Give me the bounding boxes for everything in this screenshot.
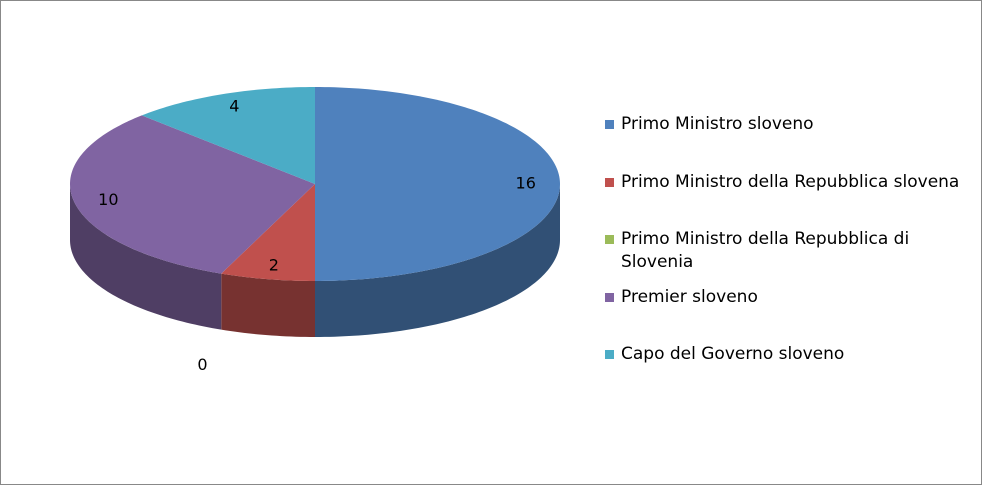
slice	[221, 184, 315, 281]
legend-label: Primo Ministro della Repubblica di Slove…	[621, 229, 910, 272]
legend-swatch	[605, 120, 614, 129]
legend-item: Primo Ministro sloveno	[605, 113, 975, 136]
legend-label: Primo Ministro della Repubblica slovena	[621, 172, 960, 192]
legend-item: Premier sloveno	[605, 286, 975, 309]
data-label: 4	[229, 96, 239, 115]
legend-swatch	[605, 350, 614, 359]
pie-plot: 16 2 0 10 4	[70, 87, 560, 374]
legend-label: Premier sloveno	[621, 287, 758, 307]
pie-tops	[70, 87, 560, 281]
legend-label: Capo del Governo sloveno	[621, 344, 845, 364]
slice	[141, 87, 315, 184]
legend-item: Primo Ministro della Repubblica slovena	[605, 171, 975, 194]
legend-label: Primo Ministro sloveno	[621, 114, 814, 134]
data-label: 16	[516, 174, 536, 193]
legend-item: Primo Ministro della Repubblica di Slove…	[605, 228, 975, 274]
legend-swatch	[605, 293, 614, 302]
data-label: 2	[269, 255, 279, 274]
slice-side	[70, 184, 222, 330]
slice	[315, 87, 560, 281]
legend-swatch	[605, 235, 614, 244]
pie-sides	[70, 184, 560, 337]
slice-side	[221, 273, 315, 337]
slice	[70, 115, 315, 274]
legend-item: Capo del Governo sloveno	[605, 343, 975, 366]
legend-swatch	[605, 178, 614, 187]
slice-side	[315, 184, 560, 337]
data-label: 10	[98, 190, 118, 209]
data-label: 0	[197, 355, 207, 374]
